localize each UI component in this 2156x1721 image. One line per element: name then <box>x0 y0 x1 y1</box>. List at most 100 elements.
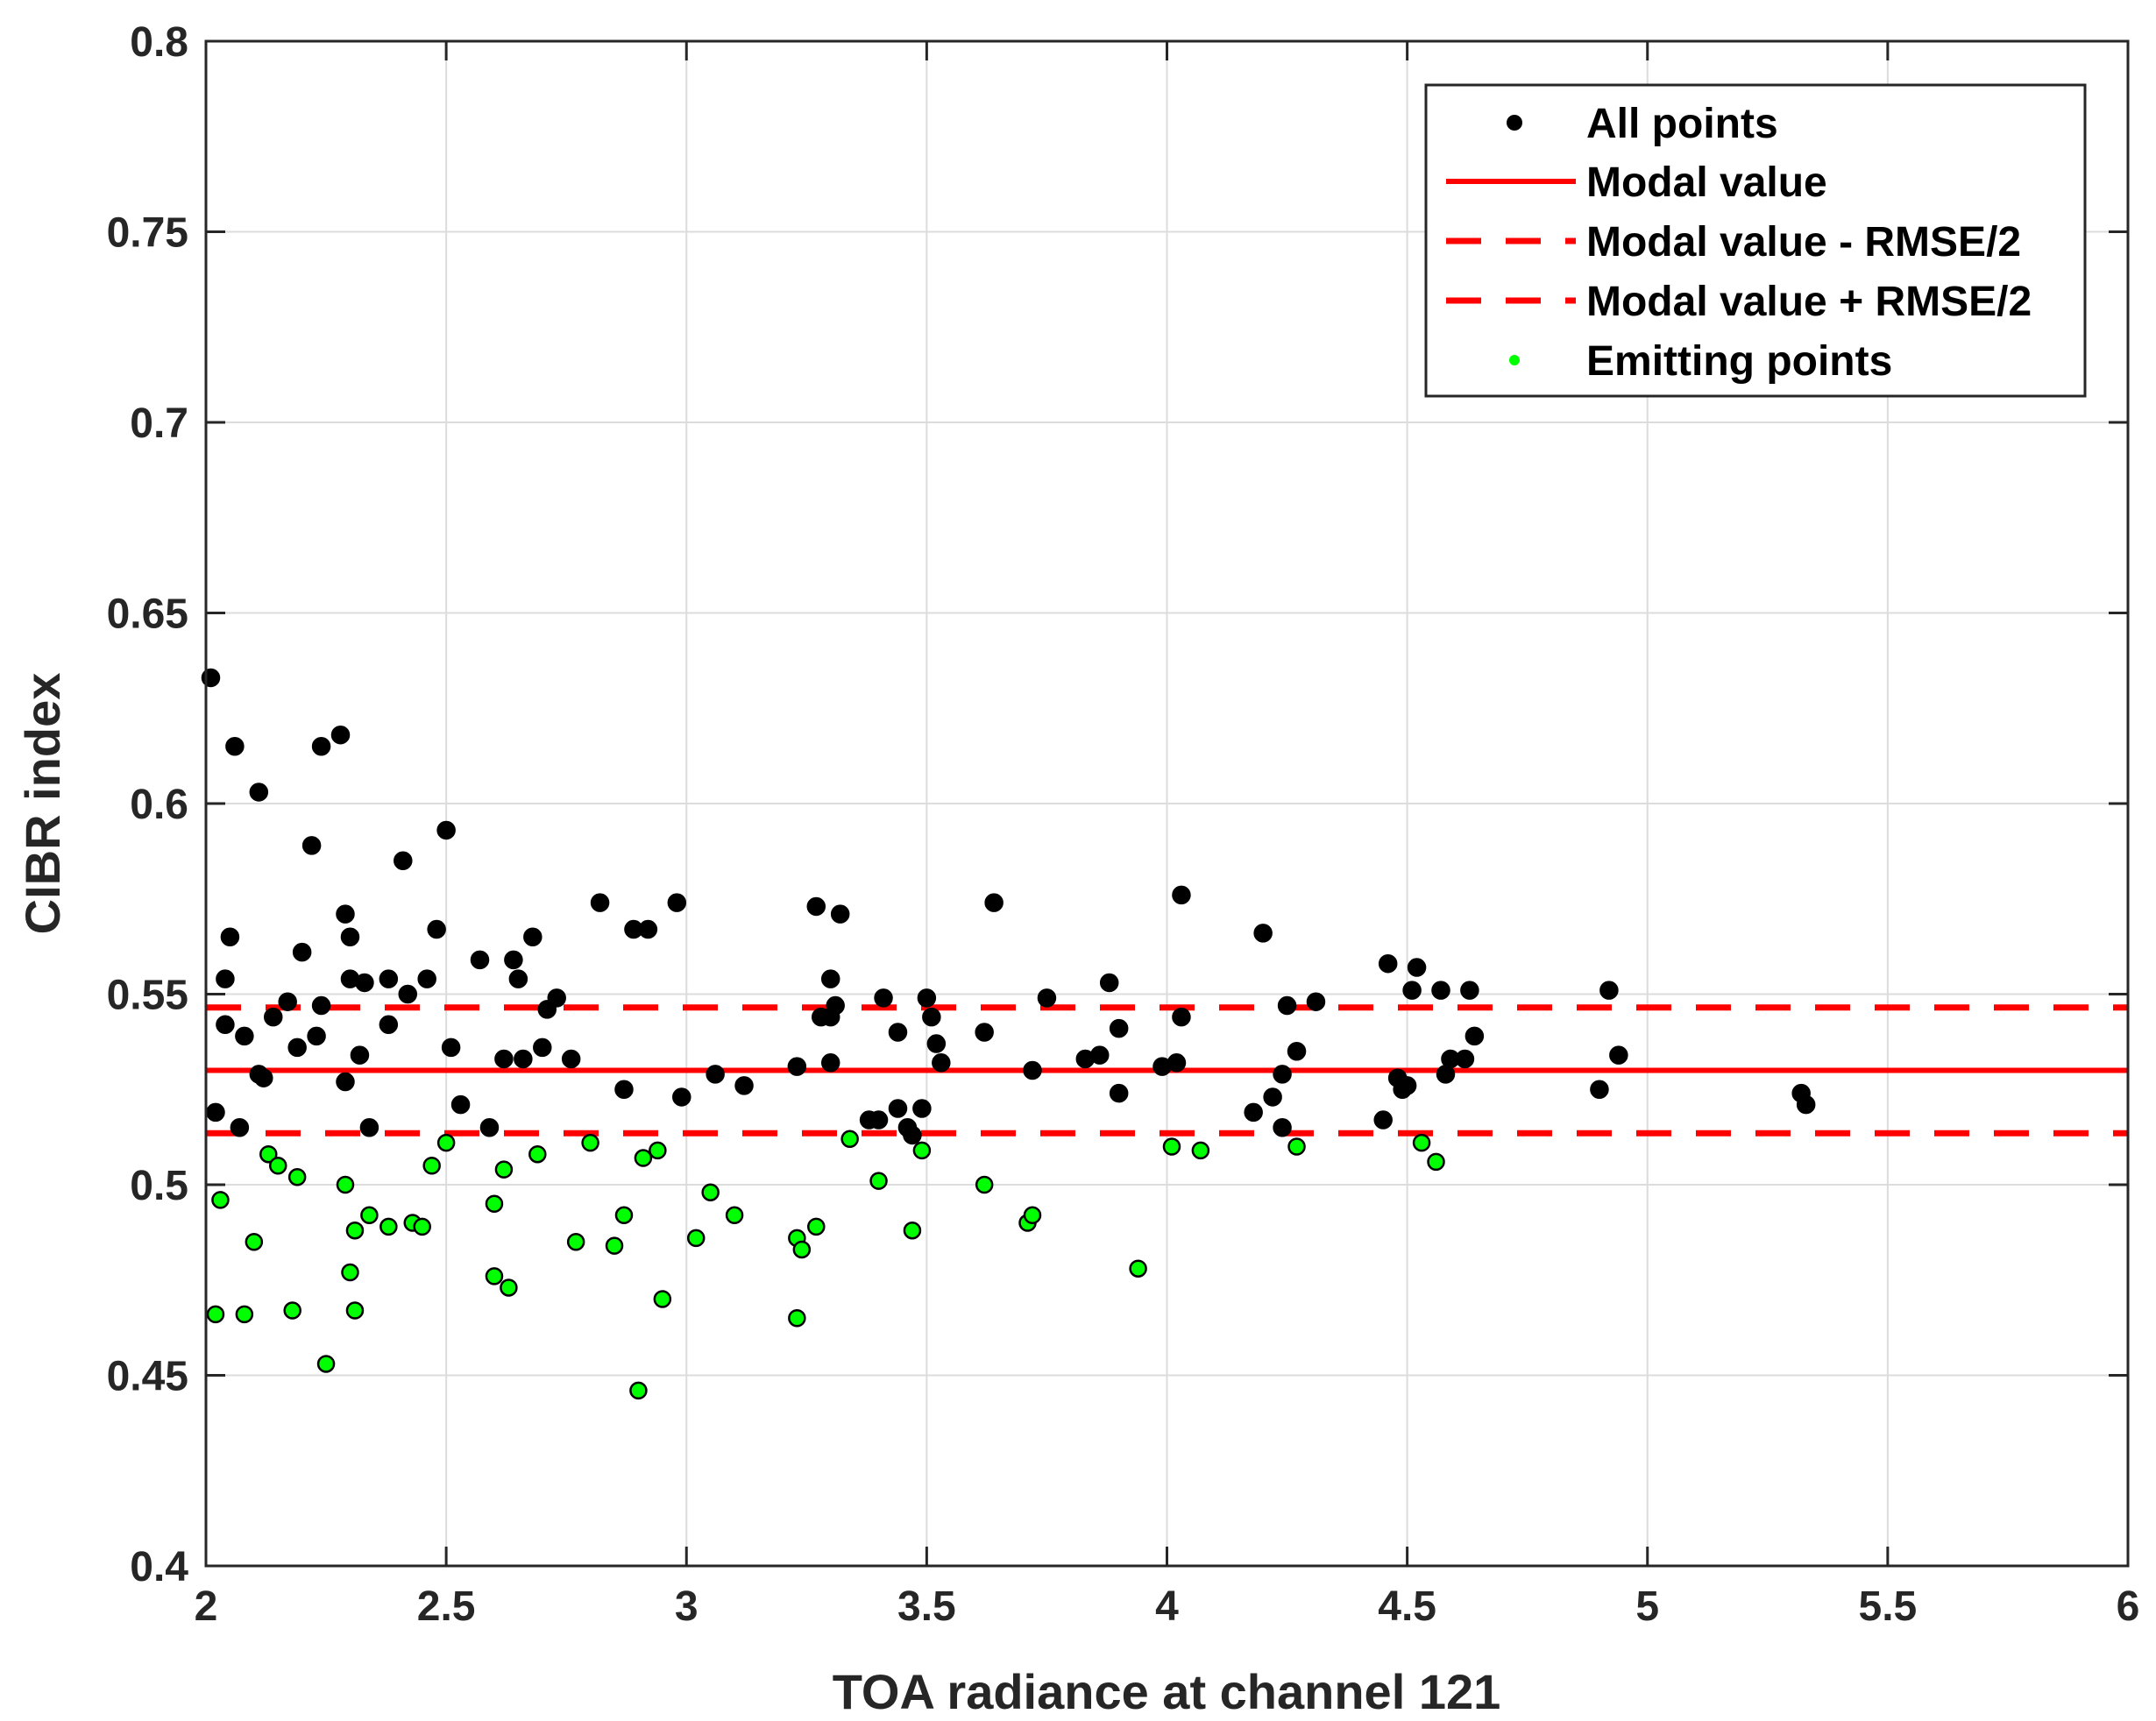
emitting-point <box>413 1217 431 1236</box>
all-point <box>1373 1110 1393 1130</box>
emitting-point <box>605 1236 624 1255</box>
emitting-point <box>360 1206 379 1225</box>
all-point <box>706 1065 725 1084</box>
all-point <box>470 950 490 970</box>
emitting-point <box>792 1240 812 1259</box>
all-point <box>975 1023 994 1042</box>
all-point <box>734 1076 754 1095</box>
emitting-point <box>283 1301 301 1320</box>
y-tick-label: 0.55 <box>107 973 188 1019</box>
x-tick-label: 5.5 <box>1859 1583 1918 1630</box>
all-point <box>926 1034 947 1053</box>
all-point <box>1023 1060 1042 1080</box>
all-point <box>201 668 221 688</box>
all-point <box>311 737 331 756</box>
y-tick-label: 0.45 <box>107 1354 188 1400</box>
all-point <box>230 1118 250 1137</box>
all-point <box>1431 981 1450 1000</box>
all-point <box>533 1038 552 1058</box>
legend-label-modal-value: Modal value <box>1586 159 1827 206</box>
all-point <box>1109 1083 1129 1103</box>
emitting-point <box>869 1172 888 1190</box>
all-point <box>287 1038 307 1058</box>
emitting-point <box>485 1194 504 1213</box>
x-axis-title: TOA radiance at channel 121 <box>833 1664 1501 1719</box>
x-tick-label: 5 <box>1635 1583 1659 1630</box>
emitting-point <box>500 1278 518 1297</box>
emitting-point <box>341 1263 359 1282</box>
emitting-point <box>581 1133 599 1152</box>
legend: All points Modal value Modal value - RMS… <box>1424 83 2087 398</box>
legend-marker-all-points <box>1507 115 1522 131</box>
emitting-point <box>345 1221 365 1240</box>
all-point <box>514 1049 533 1069</box>
all-point <box>216 969 235 988</box>
y-tick-label: 0.75 <box>107 210 188 257</box>
x-tick-label: 2.5 <box>417 1583 476 1630</box>
legend-label-modal-minus: Modal value - RMSE/2 <box>1586 219 2021 266</box>
emitting-point <box>912 1141 932 1160</box>
all-point <box>427 919 446 939</box>
all-point <box>450 1094 471 1115</box>
all-point <box>359 1118 379 1137</box>
y-axis-title: CIBR index <box>15 673 70 935</box>
all-point <box>311 995 331 1016</box>
all-point <box>869 1110 889 1130</box>
emitting-point <box>634 1149 653 1167</box>
all-point <box>330 725 351 745</box>
all-point <box>1455 1049 1475 1069</box>
axis-ticks: 2 2.5 3 3.5 4 4.5 5 5.5 6 0.4 0.45 0.5 0.55 0.6 0.65 0.… <box>107 19 2140 1630</box>
x-tick-label: 4 <box>1155 1583 1179 1630</box>
all-point <box>1273 1118 1292 1137</box>
emitting-point <box>1129 1259 1147 1278</box>
emitting-point <box>436 1133 456 1152</box>
all-point <box>1277 995 1297 1016</box>
all-point <box>1460 981 1479 1000</box>
all-point <box>1378 953 1398 974</box>
all-point <box>379 969 399 988</box>
all-point <box>667 893 687 912</box>
emitting-point <box>1287 1137 1306 1156</box>
all-point <box>1244 1102 1263 1123</box>
all-point <box>1253 924 1273 943</box>
all-point <box>903 1125 922 1145</box>
all-point <box>504 950 523 970</box>
emitting-point <box>701 1183 720 1201</box>
all-point <box>1172 1007 1191 1027</box>
emitting-point <box>316 1355 336 1373</box>
all-point <box>1465 1026 1485 1046</box>
all-point <box>523 927 543 946</box>
all-point <box>355 973 374 993</box>
all-point <box>787 1057 807 1076</box>
emitting-point <box>1412 1133 1431 1152</box>
emitting-point <box>566 1233 585 1251</box>
emitting-point <box>788 1309 806 1328</box>
all-point <box>350 1045 370 1065</box>
emitting-point <box>528 1144 547 1164</box>
all-point <box>220 927 240 946</box>
emitting-point <box>485 1267 504 1285</box>
emitting-point <box>649 1141 667 1160</box>
x-tick-label: 2 <box>195 1583 218 1630</box>
all-point <box>264 1007 283 1027</box>
all-point <box>547 988 566 1008</box>
all-point <box>590 893 610 912</box>
y-tick-label: 0.65 <box>107 591 188 638</box>
all-point <box>254 1068 273 1087</box>
all-point <box>479 1118 500 1137</box>
emitting-point <box>1162 1137 1181 1156</box>
emitting-point <box>840 1130 859 1149</box>
all-point <box>806 896 826 917</box>
x-tick-label: 6 <box>2117 1583 2140 1630</box>
all-point <box>1796 1094 1816 1115</box>
emitting-point <box>245 1233 264 1251</box>
legend-label-emitting-points: Emitting points <box>1586 338 1892 385</box>
all-point <box>614 1080 634 1099</box>
emitting-point <box>1191 1141 1210 1160</box>
emitting-point <box>686 1229 706 1248</box>
y-tick-label: 0.4 <box>130 1544 188 1590</box>
all-point <box>874 988 893 1008</box>
all-point <box>1306 992 1326 1011</box>
emitting-point <box>287 1168 307 1186</box>
all-point <box>307 1026 326 1046</box>
